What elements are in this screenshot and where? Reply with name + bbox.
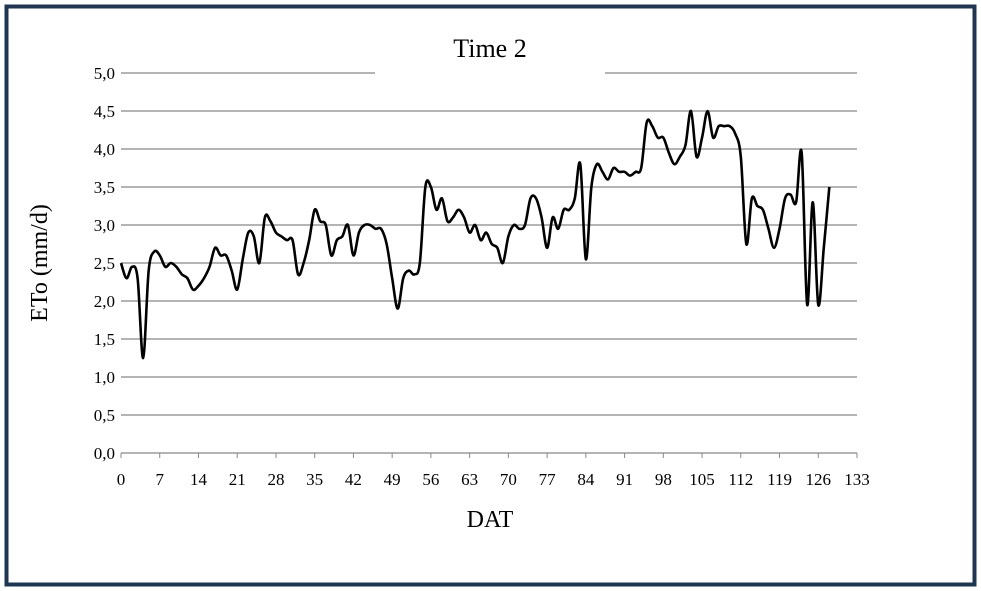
data-line [119, 109, 831, 360]
x-axis-label: DAT [467, 507, 514, 533]
y-tick-label: 0,5 [94, 406, 115, 425]
x-tick-label: 7 [155, 470, 164, 489]
x-tick-label: 119 [767, 470, 792, 489]
x-tick-label: 0 [117, 470, 126, 489]
y-tick-label: 1,5 [94, 330, 115, 349]
x-tick-label: 105 [689, 470, 715, 489]
x-tick-label: 126 [806, 470, 832, 489]
frame [4, 4, 977, 587]
x-tick-label: 21 [229, 470, 246, 489]
y-tick-label: 2,5 [94, 254, 115, 273]
x-tick-label: 28 [267, 470, 284, 489]
y-axis-label: ETo (mm/d) [27, 204, 53, 322]
y-tick-label: 4,5 [94, 102, 115, 121]
x-tick-label: 42 [345, 470, 362, 489]
x-tick-label: 56 [422, 470, 439, 489]
title-background [375, 60, 605, 84]
x-tick-label: 77 [539, 470, 557, 489]
x-tick-label: 35 [306, 470, 323, 489]
y-tick-label: 3,0 [94, 216, 115, 235]
x-tick-label: 84 [577, 470, 595, 489]
x-tick-label: 70 [500, 470, 517, 489]
x-tick-label: 133 [844, 470, 870, 489]
y-tick-label: 0,0 [94, 444, 115, 463]
x-tick-label: 112 [728, 470, 753, 489]
y-tick-label: 3,5 [94, 178, 115, 197]
x-tick-label: 14 [190, 470, 208, 489]
y-tick-label: 1,0 [94, 368, 115, 387]
x-tick-label: 63 [461, 470, 478, 489]
x-tick-label: 49 [384, 470, 401, 489]
y-tick-label: 4,0 [94, 140, 115, 159]
y-tick-label: 2,0 [94, 292, 115, 311]
chart-title: Time 2 [453, 34, 526, 63]
x-tick-label: 91 [616, 470, 633, 489]
grid [121, 72, 857, 454]
x-tick-label: 98 [655, 470, 672, 489]
y-tick-label: 5,0 [94, 64, 115, 83]
